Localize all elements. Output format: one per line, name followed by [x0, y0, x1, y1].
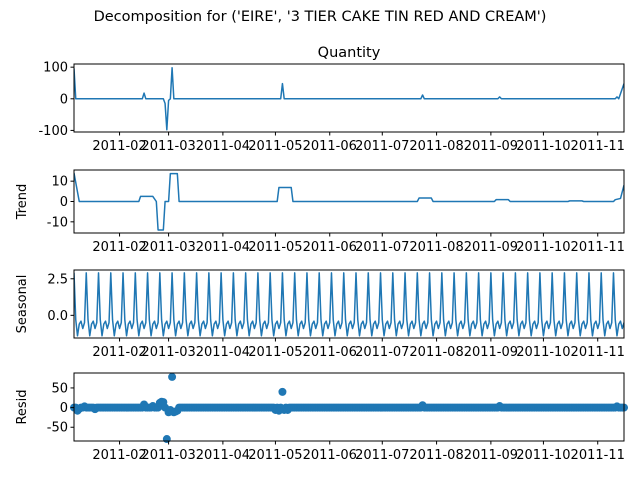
- trend-x-tick-label: 2011-05: [248, 240, 302, 255]
- observed-x-tick-label: 2011-11: [571, 139, 625, 154]
- trend-y-tick-label: 10: [51, 175, 68, 190]
- resid-x-tick-label: 2011-08: [409, 448, 463, 463]
- observed-x-tick-label: 2011-03: [141, 139, 195, 154]
- resid-x-tick-label: 2011-03: [141, 448, 195, 463]
- observed-x-tick-label: 2011-04: [196, 139, 250, 154]
- resid-x-tick-label: 2011-05: [248, 448, 302, 463]
- trend-x-tick-label: 2011-03: [141, 240, 195, 255]
- seasonal-x-tick-label: 2011-11: [571, 345, 625, 360]
- resid-x-tick-label: 2011-02: [92, 448, 146, 463]
- resid-y-tick-label: -50: [47, 421, 68, 436]
- seasonal-x-tick-label: 2011-03: [141, 345, 195, 360]
- observed-x-tick-label: 2011-10: [516, 139, 570, 154]
- trend-x-tick-label: 2011-09: [464, 240, 518, 255]
- observed-x-tick-label: 2011-07: [355, 139, 409, 154]
- observed-x-tick-label: 2011-06: [303, 139, 357, 154]
- trend-x-tick-label: 2011-07: [355, 240, 409, 255]
- seasonal-x-tick-label: 2011-04: [196, 345, 250, 360]
- observed-x-tick-label: 2011-02: [92, 139, 146, 154]
- observed-x-tick-label: 2011-05: [248, 139, 302, 154]
- seasonal-x-tick-label: 2011-10: [516, 345, 570, 360]
- resid-y-tick-label: 0: [60, 401, 68, 416]
- seasonal-y-tick-label: 2.5: [47, 272, 68, 287]
- resid-x-tick-label: 2011-09: [464, 448, 518, 463]
- trend-y-tick-label: 0: [60, 195, 68, 210]
- resid-ylabel: Resid: [15, 389, 30, 424]
- resid-x-tick-label: 2011-04: [196, 448, 250, 463]
- observed-series-line: [74, 67, 624, 131]
- resid-x-tick-label: 2011-10: [516, 448, 570, 463]
- trend-x-tick-label: 2011-08: [409, 240, 463, 255]
- seasonal-x-tick-label: 2011-02: [92, 345, 146, 360]
- trend-x-tick-label: 2011-11: [571, 240, 625, 255]
- trend-x-tick-label: 2011-04: [196, 240, 250, 255]
- resid-x-tick-label: 2011-07: [355, 448, 409, 463]
- seasonal-series-line: [74, 272, 624, 337]
- observed-y-tick-label: 0: [60, 92, 68, 107]
- observed-y-tick-label: 100: [43, 61, 68, 76]
- observed-y-tick-label: -100: [38, 124, 68, 139]
- seasonal-x-tick-label: 2011-06: [303, 345, 357, 360]
- seasonal-y-tick-label: 0.0: [47, 309, 68, 324]
- observed-x-tick-label: 2011-08: [409, 139, 463, 154]
- resid-point: [278, 387, 287, 396]
- resid-axes-frame: [73, 372, 625, 442]
- trend-x-tick-label: 2011-06: [303, 240, 357, 255]
- resid-y-tick-label: 50: [51, 381, 68, 396]
- trend-series-line: [74, 172, 624, 231]
- seasonal-x-tick-label: 2011-09: [464, 345, 518, 360]
- observed-title: Quantity: [318, 45, 381, 61]
- resid-point: [162, 435, 171, 444]
- trend-x-tick-label: 2011-10: [516, 240, 570, 255]
- figure-title: Decomposition for ('EIRE', '3 TIER CAKE …: [94, 9, 547, 25]
- resid-x-tick-label: 2011-11: [571, 448, 625, 463]
- resid-point: [168, 372, 177, 381]
- seasonal-x-tick-label: 2011-05: [248, 345, 302, 360]
- seasonal-x-tick-label: 2011-07: [355, 345, 409, 360]
- seasonal-ylabel: Seasonal: [15, 275, 30, 334]
- resid-x-tick-label: 2011-06: [303, 448, 357, 463]
- observed-x-tick-label: 2011-09: [464, 139, 518, 154]
- seasonal-axes-frame: [73, 269, 625, 339]
- seasonal-x-tick-label: 2011-08: [409, 345, 463, 360]
- trend-y-tick-label: -10: [47, 215, 68, 230]
- trend-x-tick-label: 2011-02: [92, 240, 146, 255]
- observed-axes-frame: [73, 63, 625, 133]
- trend-ylabel: Trend: [15, 184, 30, 221]
